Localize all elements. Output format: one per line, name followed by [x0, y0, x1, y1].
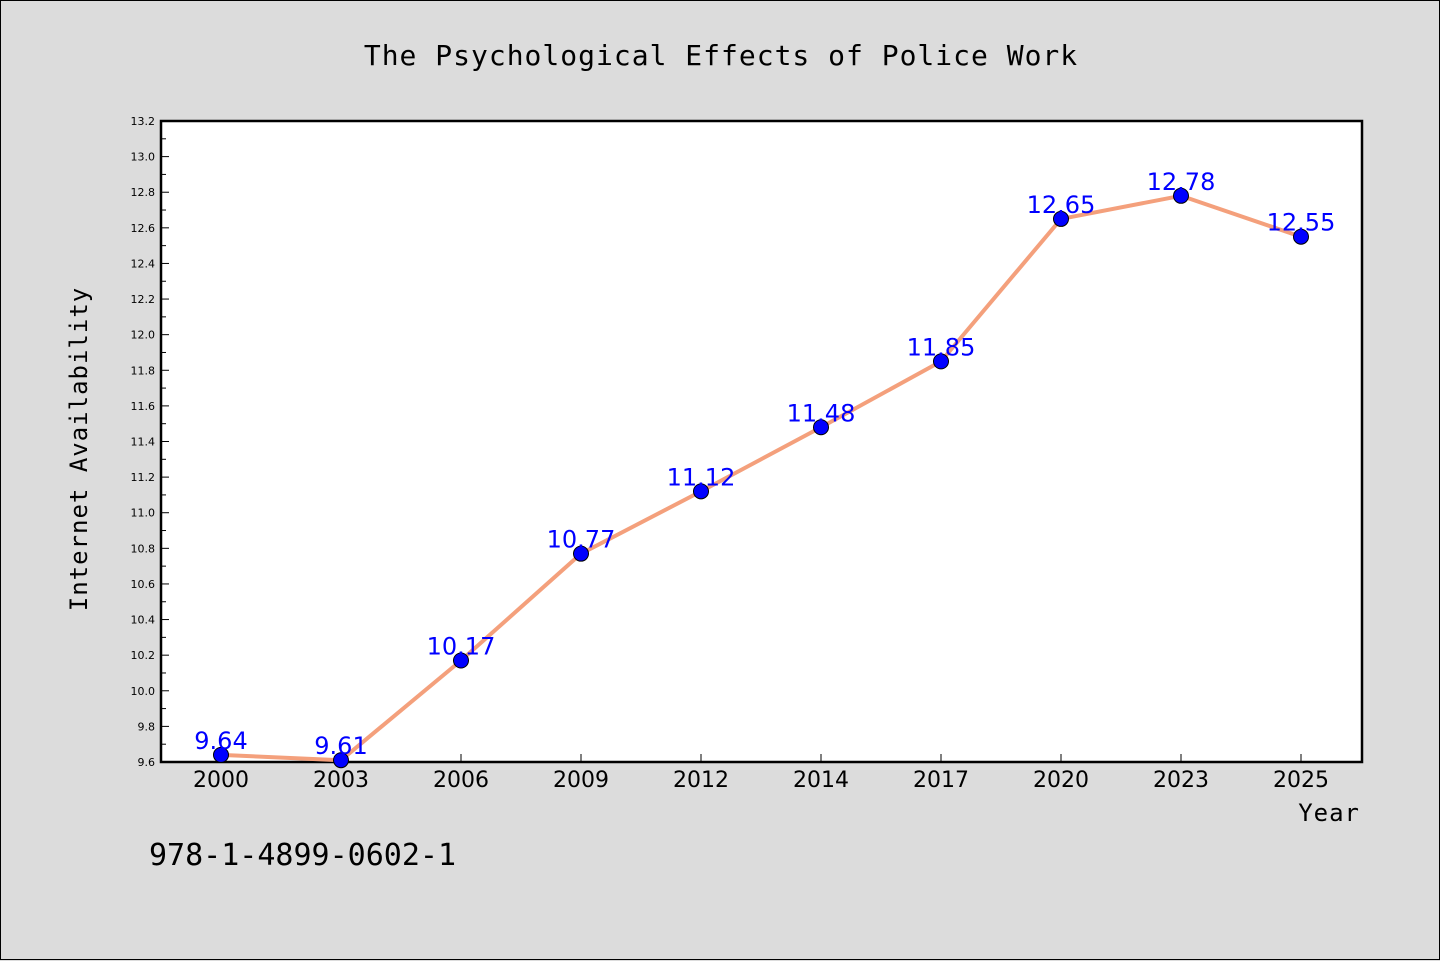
x-tick-label: 2014	[793, 768, 849, 793]
y-tick-label: 12.6	[131, 222, 156, 235]
data-point	[213, 746, 229, 763]
y-tick-label: 10.0	[131, 685, 156, 698]
x-tick-label: 2025	[1273, 768, 1329, 793]
y-tick-label: 11.2	[131, 471, 156, 484]
series-line	[219, 193, 1303, 763]
data-point	[693, 483, 709, 500]
chart-title: The Psychological Effects of Police Work	[364, 39, 1078, 72]
x-tick-label: 2012	[673, 768, 729, 793]
data-point	[1173, 187, 1189, 204]
data-point	[573, 545, 589, 562]
data-label: 9.64	[194, 727, 247, 755]
y-tick-label: 11.4	[131, 436, 156, 449]
data-label: 12.78	[1147, 168, 1216, 196]
y-tick-label: 12.0	[131, 329, 156, 342]
y-tick-label: 11.8	[131, 364, 156, 377]
y-axis-label: Internet Availability	[65, 287, 93, 611]
y-tick-label: 10.4	[131, 614, 156, 627]
data-label: 11.12	[667, 463, 736, 491]
y-tick-label: 11.6	[131, 400, 156, 413]
y-tick-label: 12.2	[131, 293, 156, 306]
x-tick-label: 2017	[913, 768, 969, 793]
x-tick-label: 2020	[1033, 768, 1089, 793]
x-tick-label: 2000	[193, 768, 249, 793]
isbn-text: 978-1-4899-0602-1	[149, 838, 456, 873]
x-axis-label: Year	[1298, 799, 1360, 827]
series-layer: 9.64 9.61 10.17 10.77 11.12 11.48 11.85 12.65 12…	[194, 168, 1336, 769]
x-tick-label: 2009	[553, 768, 609, 793]
y-tick-label: 12.8	[131, 186, 156, 199]
x-tick-label: 2023	[1153, 768, 1209, 793]
x-tick-label: 2003	[313, 768, 369, 793]
data-label: 12.65	[1027, 191, 1096, 219]
data-point	[333, 752, 349, 769]
data-label: 12.55	[1267, 209, 1336, 237]
y-tick-label: 9.6	[138, 756, 156, 769]
data-point	[813, 419, 829, 436]
y-axis: 9.6 9.8 10.0 10.2 10.4 10.6 10.8 11.0 11.2 11.4 11…	[131, 115, 169, 769]
data-point	[933, 353, 949, 370]
data-label: 11.85	[907, 333, 976, 361]
data-point	[453, 652, 469, 669]
x-tick-label: 2006	[433, 768, 489, 793]
data-label: 10.17	[427, 633, 496, 661]
y-tick-label: 10.6	[131, 578, 156, 591]
data-label: 10.77	[547, 526, 616, 554]
y-tick-label: 10.8	[131, 542, 156, 555]
x-axis: 2000 2003 2006 2009 2012 2014 2017 2020 2023 2025	[193, 754, 1329, 793]
y-tick-label: 13.0	[131, 151, 156, 164]
data-label: 9.61	[314, 732, 367, 760]
y-tick-label: 10.2	[131, 649, 156, 662]
y-tick-label: 12.4	[131, 257, 156, 270]
plot-area	[159, 119, 1364, 764]
y-tick-label: 11.0	[131, 507, 156, 520]
data-point	[1053, 210, 1069, 227]
data-point	[1293, 228, 1309, 245]
data-label: 11.48	[787, 399, 856, 427]
y-tick-label: 13.2	[131, 115, 156, 128]
y-tick-label: 9.8	[138, 720, 156, 733]
